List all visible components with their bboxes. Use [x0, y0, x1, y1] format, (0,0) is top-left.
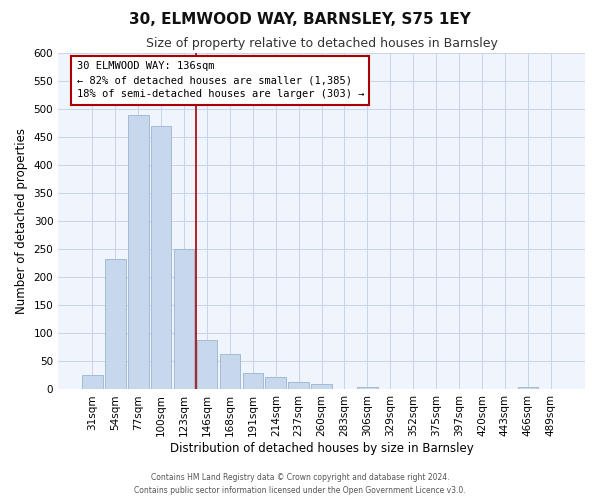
Bar	[289, 382, 309, 390]
Bar	[105, 259, 125, 390]
Bar	[518, 386, 538, 390]
Title: Size of property relative to detached houses in Barnsley: Size of property relative to detached ho…	[146, 38, 497, 51]
Y-axis label: Number of detached properties: Number of detached properties	[15, 128, 28, 314]
Bar	[174, 250, 194, 390]
Bar	[311, 384, 332, 390]
Bar	[242, 372, 263, 390]
Bar	[128, 114, 149, 390]
Bar	[197, 340, 217, 390]
Bar	[265, 377, 286, 390]
Bar	[220, 354, 240, 390]
Text: Contains HM Land Registry data © Crown copyright and database right 2024.
Contai: Contains HM Land Registry data © Crown c…	[134, 474, 466, 495]
Text: 30, ELMWOOD WAY, BARNSLEY, S75 1EY: 30, ELMWOOD WAY, BARNSLEY, S75 1EY	[129, 12, 471, 28]
Bar	[357, 386, 378, 390]
Text: 30 ELMWOOD WAY: 136sqm
← 82% of detached houses are smaller (1,385)
18% of semi-: 30 ELMWOOD WAY: 136sqm ← 82% of detached…	[77, 62, 364, 100]
X-axis label: Distribution of detached houses by size in Barnsley: Distribution of detached houses by size …	[170, 442, 473, 455]
Bar	[151, 126, 172, 390]
Bar	[82, 376, 103, 390]
